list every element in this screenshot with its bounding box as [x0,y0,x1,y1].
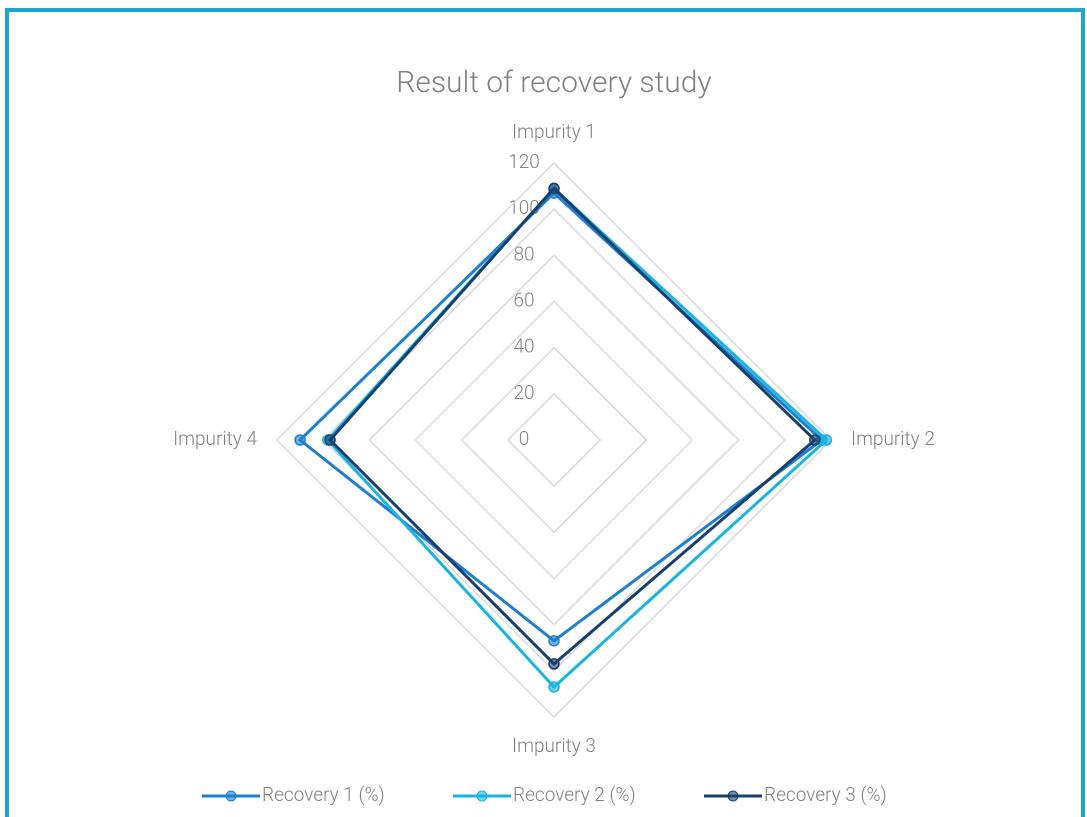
grid-ring [460,346,648,534]
marker [548,182,560,195]
series-line [297,190,825,643]
legend-label: Recovery 2 (%) [513,783,636,806]
r-tick-label: 120 [508,150,540,173]
category-label: Impurity 1 [512,120,596,143]
marker [324,434,336,446]
legend-marker [225,790,237,802]
r-tick-label: 60 [513,289,534,312]
legend-label: Recovery 3 (%) [764,783,887,806]
series-line [325,186,829,690]
frame [5,8,1085,817]
chart-title: Result of recovery study [396,65,711,100]
grid-ring [275,161,833,719]
marker [820,434,833,446]
legend-marker [476,790,488,802]
marker [548,658,560,670]
marker [548,635,560,647]
category-label: Impurity 2 [851,427,935,450]
r-tick-label: 80 [513,242,534,265]
grid-ring [506,392,602,488]
marker [294,434,306,446]
series-line [328,186,818,666]
legend-label: Recovery 1 (%) [262,783,385,806]
marker [809,434,821,446]
category-label: Impurity 3 [512,734,596,757]
grid-ring [368,254,740,626]
category-label: Impurity 4 [173,427,257,450]
marker [548,681,560,693]
r-tick-label: 40 [513,335,534,358]
grid-ring [414,300,694,580]
legend-marker [727,790,739,802]
r-tick-label: 0 [519,427,530,450]
r-tick-label: 20 [513,381,534,404]
